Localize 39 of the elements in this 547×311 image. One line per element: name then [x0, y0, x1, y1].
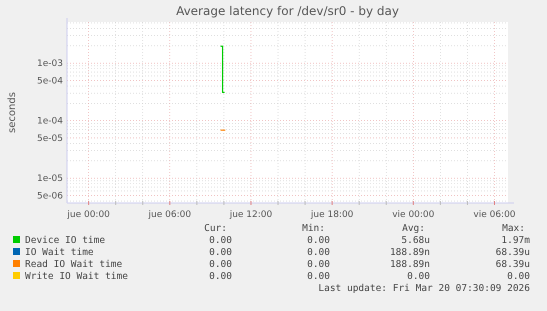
- legend-label: Write IO Wait time: [25, 271, 128, 282]
- legend-label: Read IO Wait time: [25, 259, 123, 270]
- chart-title: Average latency for /dev/sr0 - by day: [176, 4, 399, 18]
- y-tick-label: 1e-03: [37, 59, 63, 70]
- x-tick-label: jue 06:00: [148, 210, 192, 220]
- text: 0.00: [307, 271, 330, 282]
- text: Cur:: [204, 223, 227, 234]
- y-tick-label: 5e-06: [37, 191, 64, 202]
- text: Max:: [502, 223, 525, 234]
- text: 0.00: [209, 247, 232, 258]
- y-tick-label: 5e-05: [37, 134, 63, 144]
- legend-label: IO Wait time: [25, 247, 94, 258]
- y-axis-title: seconds: [7, 92, 18, 133]
- text: 0.00: [209, 259, 232, 270]
- text: 0.00: [209, 235, 232, 246]
- x-tick-label: jue 18:00: [310, 210, 354, 220]
- text: Avg:: [402, 223, 425, 234]
- text: 68.39u: [496, 247, 530, 258]
- y-tick-label: 1e-04: [37, 116, 64, 127]
- text: 0.00: [307, 247, 330, 258]
- x-tick-label: vie 06:00: [473, 210, 516, 220]
- text: Last update: Fri Mar 20 07:30:09 2026: [318, 283, 530, 294]
- text: 0.00: [407, 271, 430, 282]
- text: Min:: [302, 223, 325, 234]
- text: 68.39u: [496, 259, 530, 270]
- legend-label: Device IO time: [25, 235, 106, 246]
- text: 0.00: [507, 271, 530, 282]
- y-tick-label: 5e-04: [37, 76, 64, 86]
- text: 0.00: [307, 235, 330, 246]
- text: 188.89n: [390, 247, 430, 258]
- text: 188.89n: [390, 259, 430, 270]
- y-tick-label: 1e-05: [37, 174, 63, 184]
- x-tick-label: vie 00:00: [392, 210, 435, 220]
- x-tick-label: jue 12:00: [228, 210, 273, 220]
- text: 0.00: [307, 259, 330, 270]
- x-tick-label: jue 00:00: [66, 210, 110, 220]
- text: 1.97m: [501, 235, 530, 246]
- text: 5.68u: [401, 235, 430, 246]
- text: 0.00: [209, 271, 232, 282]
